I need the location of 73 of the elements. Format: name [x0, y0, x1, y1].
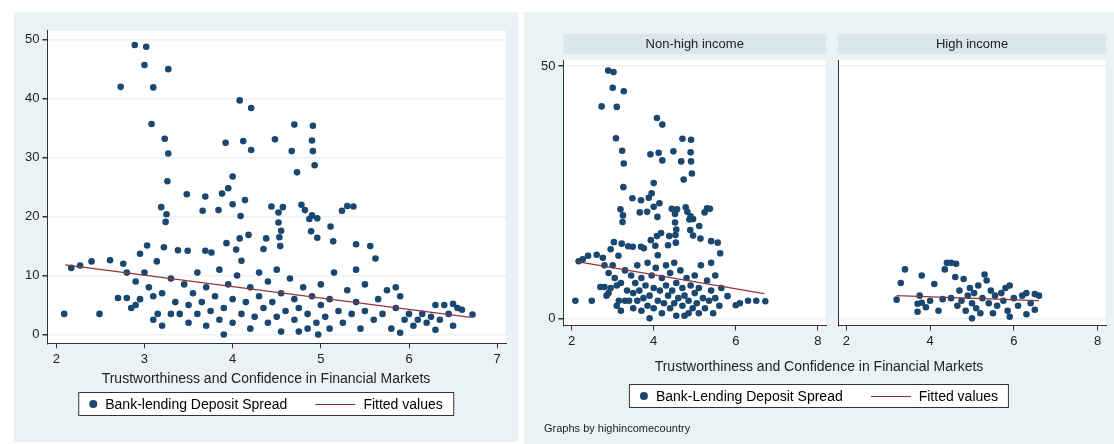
point: [962, 307, 970, 315]
point: [897, 279, 905, 287]
x-tick-label: 5: [317, 350, 325, 366]
x-tick-label: 3: [140, 350, 149, 366]
x-axis-title: Trustworthiness and Confidence in Financial Markets: [653, 358, 985, 374]
point: [931, 280, 938, 288]
point: [968, 315, 976, 322]
y-tick-label: 50: [540, 57, 556, 73]
point: [972, 304, 980, 312]
x-tick-label: 2: [842, 332, 850, 348]
y-tick-label: 0: [32, 326, 40, 342]
point: [1023, 311, 1030, 318]
x-tick-label: 4: [926, 332, 934, 348]
point: [981, 271, 988, 278]
point: [1035, 292, 1043, 299]
y-tick-label: 0: [548, 309, 556, 325]
point: [914, 308, 921, 316]
point: [970, 289, 978, 297]
point: [935, 307, 942, 315]
y-tick-label: 20: [24, 208, 40, 224]
x-tick-label: 8: [1094, 332, 1102, 348]
point: [956, 287, 963, 294]
point: [1004, 307, 1011, 315]
x-tick-label: 8: [814, 332, 822, 348]
point: [947, 259, 955, 267]
point: [960, 275, 967, 283]
point: [893, 296, 900, 303]
point: [918, 272, 926, 279]
point: [989, 309, 997, 317]
y-tick-label: 40: [24, 90, 40, 106]
point: [952, 260, 960, 268]
point: [922, 303, 930, 311]
point: [1027, 299, 1034, 307]
text: Graphs by highincomecountry: [544, 422, 691, 434]
point: [951, 273, 959, 281]
x-tick-label: 4: [650, 332, 658, 348]
x-tick-label: 4: [229, 350, 237, 366]
point: [1014, 302, 1022, 310]
chart-title: Non-high income: [645, 35, 744, 51]
point: [998, 289, 1005, 297]
point: [941, 266, 949, 273]
x-tick-label: 7: [493, 350, 501, 366]
point: [1031, 306, 1039, 314]
y-tick-label: 30: [24, 149, 40, 165]
x-tick-label: 2: [568, 332, 576, 348]
point: [983, 277, 990, 284]
point: [926, 297, 934, 304]
x-tick-label: 6: [732, 332, 740, 348]
point: [987, 287, 995, 294]
x-axis-title: Trustworthiness and Confidence in Financial Markets: [100, 370, 432, 386]
legend-label: Fitted values: [918, 388, 999, 404]
point: [954, 302, 961, 310]
legend-label: Bank-Lending Deposit Spread: [655, 388, 843, 404]
x-tick-label: 2: [52, 350, 60, 366]
point: [1023, 289, 1030, 297]
y-tick-label: 10: [24, 267, 40, 283]
y-tick-label: 50: [24, 31, 40, 47]
point: [966, 284, 974, 292]
point: [993, 302, 1001, 310]
x-tick-label: 6: [1010, 332, 1018, 348]
point: [918, 299, 926, 306]
point: [991, 292, 999, 299]
x-tick-label: 6: [405, 350, 413, 366]
point: [1006, 282, 1013, 289]
point: [977, 309, 984, 317]
point: [901, 266, 909, 273]
legend-label: Fitted values: [363, 396, 443, 412]
point: [974, 282, 982, 289]
point: [1006, 313, 1013, 321]
point: [968, 299, 976, 307]
point: [985, 299, 993, 307]
legend-label: Bank-lending Deposit Spread: [105, 396, 288, 412]
chart-title: High income: [935, 35, 1009, 51]
